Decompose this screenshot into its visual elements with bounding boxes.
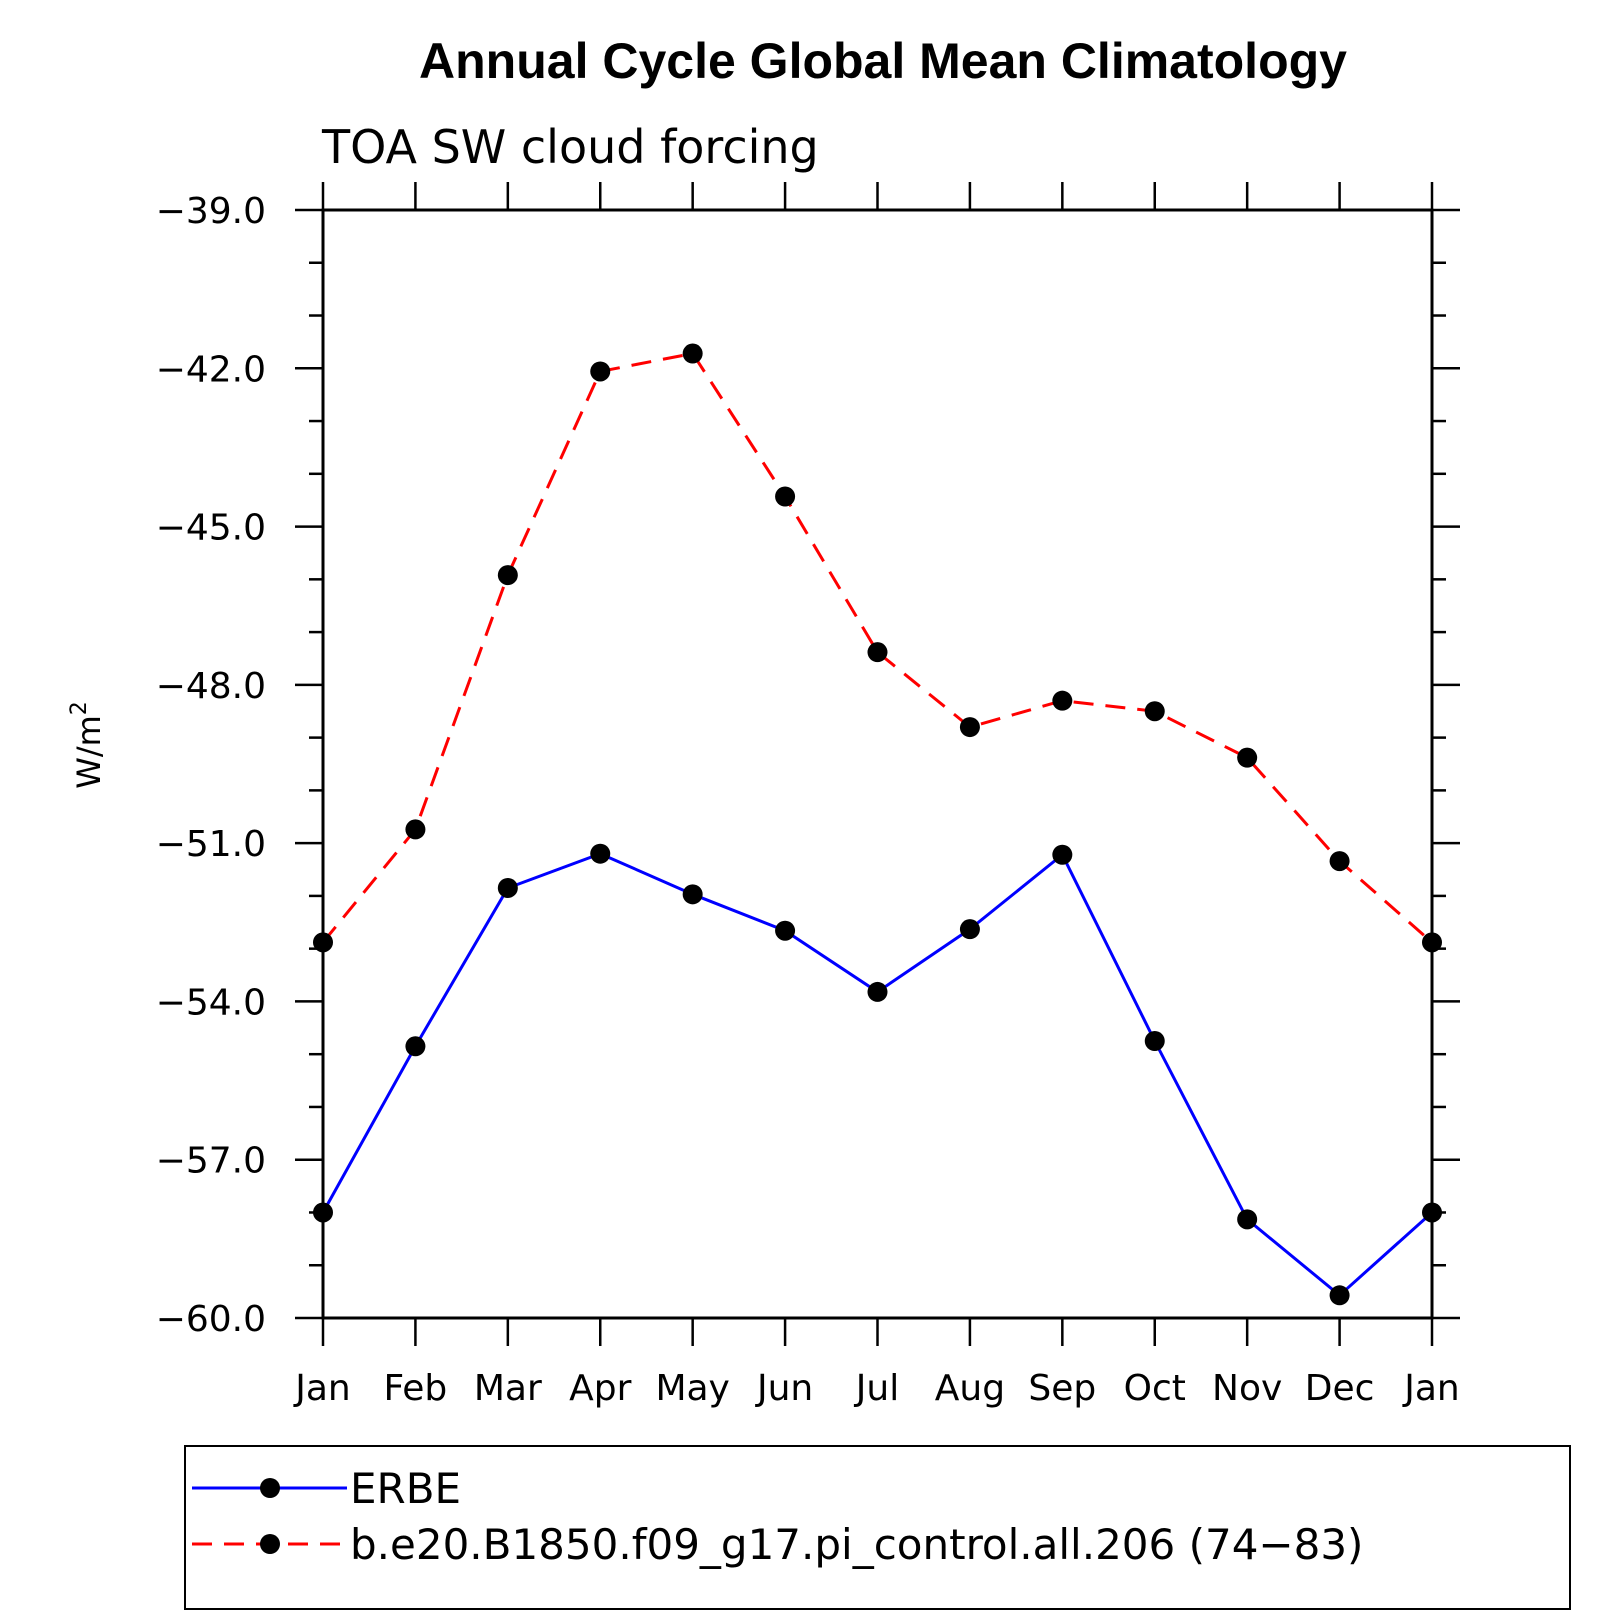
data-point-series-1 bbox=[1329, 851, 1350, 872]
legend-label-model: b.e20.B1850.f09_g17.pi_control.all.206 (… bbox=[350, 1520, 1363, 1569]
data-point-series-0 bbox=[405, 1036, 426, 1057]
data-point-series-0 bbox=[1144, 1031, 1165, 1051]
data-point-series-1 bbox=[775, 486, 796, 507]
y-tick-label: −42.0 bbox=[156, 349, 266, 390]
x-tick-label: Jan bbox=[1402, 1368, 1460, 1409]
x-tick-label: Jun bbox=[755, 1368, 813, 1409]
x-tick-label: Jan bbox=[293, 1368, 351, 1409]
data-point-series-0 bbox=[959, 919, 980, 940]
x-tick-label: Oct bbox=[1124, 1368, 1186, 1409]
y-tick-label: −45.0 bbox=[156, 508, 266, 549]
axis-ticks bbox=[295, 182, 1460, 1346]
y-axis-label: W/m2 bbox=[67, 701, 108, 789]
x-tick-label: Aug bbox=[935, 1368, 1005, 1409]
data-point-series-0 bbox=[497, 877, 518, 898]
series-lines bbox=[321, 351, 1434, 1298]
data-point-series-0 bbox=[590, 843, 611, 864]
x-tick-labels: Jan Feb Mar Apr May Jun Jul Aug Sep Oct Nov Dec Jan bbox=[293, 1368, 1460, 1409]
legend-marker-model bbox=[260, 1534, 280, 1554]
data-point-series-1 bbox=[1052, 690, 1073, 711]
data-point-series-0 bbox=[1422, 1202, 1442, 1223]
data-point-series-1 bbox=[867, 642, 888, 663]
x-tick-label: Nov bbox=[1212, 1368, 1282, 1409]
legend-marker-erbe bbox=[260, 1478, 280, 1498]
plot-frame bbox=[321, 208, 1434, 1320]
x-tick-label: Apr bbox=[569, 1368, 631, 1409]
chart-subtitle: TOA SW cloud forcing bbox=[321, 120, 819, 174]
y-axis-label-superscript: 2 bbox=[67, 701, 92, 715]
chart-title: Annual Cycle Global Mean Climatology bbox=[419, 33, 1347, 89]
y-tick-label: −57.0 bbox=[156, 1141, 266, 1182]
data-point-series-1 bbox=[1237, 747, 1258, 768]
y-axis-label-text: W/m bbox=[70, 715, 108, 789]
legend-box bbox=[184, 1445, 1571, 1610]
x-tick-label: Jul bbox=[854, 1368, 899, 1409]
x-tick-label: Feb bbox=[384, 1368, 448, 1409]
data-point-series-1 bbox=[313, 932, 333, 953]
data-point-series-0 bbox=[313, 1202, 333, 1223]
legend-label-erbe: ERBE bbox=[350, 1464, 461, 1513]
data-point-series-0 bbox=[1329, 1285, 1350, 1306]
data-point-series-0 bbox=[867, 981, 888, 1002]
y-tick-label: −48.0 bbox=[156, 666, 266, 707]
data-point-series-0 bbox=[1237, 1209, 1258, 1230]
legend: ERBE b.e20.B1850.f09_g17.pi_control.all.… bbox=[184, 1445, 1571, 1610]
x-tick-label: Dec bbox=[1305, 1368, 1375, 1409]
data-point-series-0 bbox=[775, 920, 796, 941]
y-tick-label: −54.0 bbox=[156, 982, 266, 1023]
x-tick-label: Sep bbox=[1028, 1368, 1096, 1409]
data-point-series-1 bbox=[590, 361, 611, 382]
y-tick-label: −51.0 bbox=[156, 824, 266, 865]
series-line-0 bbox=[321, 852, 1434, 1298]
data-point-series-1 bbox=[497, 565, 518, 586]
data-point-series-0 bbox=[682, 884, 703, 905]
x-tick-label: Mar bbox=[474, 1368, 542, 1409]
data-point-series-1 bbox=[959, 717, 980, 738]
data-point-series-0 bbox=[1052, 844, 1073, 865]
data-point-series-1 bbox=[405, 819, 426, 840]
y-tick-labels: −39.0 −42.0 −45.0 −48.0 −51.0 −54.0 −57.0 −60.0 bbox=[156, 191, 266, 1340]
x-tick-label: May bbox=[655, 1368, 729, 1409]
svg-text:W/m2: W/m2 bbox=[67, 701, 108, 789]
series-markers bbox=[313, 343, 1442, 1306]
data-point-series-1 bbox=[1144, 701, 1165, 722]
data-point-series-1 bbox=[1422, 932, 1442, 953]
y-tick-label: −60.0 bbox=[156, 1299, 266, 1340]
data-point-series-1 bbox=[682, 343, 703, 364]
y-tick-label: −39.0 bbox=[156, 191, 266, 232]
